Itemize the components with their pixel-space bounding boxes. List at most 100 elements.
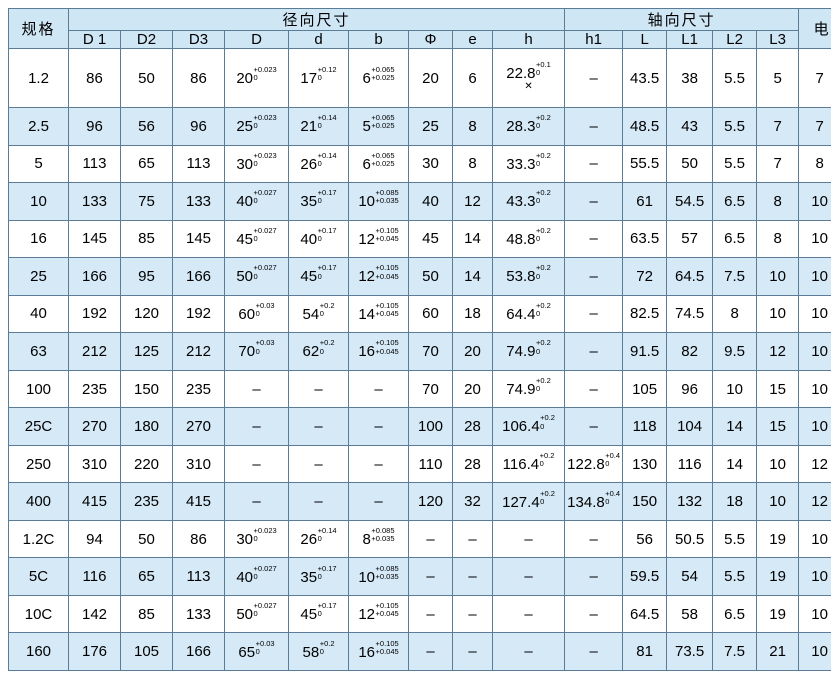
cell-dl: –	[288, 369, 349, 409]
cell-l4: 7	[798, 107, 831, 146]
cell-l2: 14	[712, 407, 758, 446]
cell-dl: –	[288, 444, 349, 484]
table-row: 10 133 75 133 40 +0.027 0 35 +0.17 0 10 +0.085 +0.03…	[8, 182, 831, 221]
cell-l3: 10	[756, 482, 800, 521]
cell-dl: 58 +0.2 0	[288, 632, 349, 671]
cell-h1: –	[564, 47, 624, 109]
cell-dd: 30 +0.023 0	[224, 144, 289, 184]
cell-phi: –	[408, 519, 453, 559]
cell-b: 8 +0.085 +0.035	[348, 519, 409, 559]
cell-d2: 50	[120, 519, 173, 559]
cell-l1: 43	[666, 107, 714, 146]
header-row-groups: 规格 径向尺寸 轴向尺寸 电刷型号	[8, 8, 831, 49]
cell-l: 91.5	[622, 332, 668, 371]
table-row: 16 145 85 145 45 +0.027 0 40 +0.17 0 12 +0.105 +0.04…	[8, 219, 831, 259]
nominal-value: 74.9	[506, 381, 536, 399]
cell-h1: 122.8 +0.4 0	[564, 444, 624, 484]
nominal-value: 22.8	[506, 64, 536, 82]
cell-dl: –	[288, 407, 349, 446]
cell-d1: 192	[68, 294, 121, 334]
cell-b: 10 +0.085 +0.035	[348, 557, 409, 596]
cell-h: –	[491, 557, 566, 596]
cell-l: 130	[622, 444, 668, 484]
cell-h1: –	[564, 594, 624, 634]
cell-d1: 116	[68, 557, 121, 596]
header-col-d2: D2	[120, 30, 173, 49]
cell-dl: 45 +0.17 0	[288, 257, 349, 296]
tolerance: +0.17 0	[317, 563, 337, 581]
cell-spec: 63	[8, 332, 69, 371]
cell-d1: 113	[68, 144, 121, 184]
cell-phi: 45	[408, 219, 453, 259]
cell-spec: 160	[8, 632, 69, 671]
table-row: 5C 116 65 113 40 +0.027 0 35 +0.17 0 10 +0.085 +0.03…	[8, 557, 831, 596]
cell-l3: 19	[756, 594, 800, 634]
cell-l1: 64.5	[666, 257, 714, 296]
tolerance: +0.023 0	[253, 526, 277, 544]
cell-l4: 10	[798, 407, 831, 446]
cell-l4: 10	[798, 257, 831, 296]
header-spec: 规格	[8, 8, 69, 49]
cell-d1: 96	[68, 107, 121, 146]
cell-phi: 110	[408, 444, 453, 484]
cell-d3: 310	[172, 444, 225, 484]
cell-d2: 65	[120, 144, 173, 184]
cell-dl: 21 +0.14 0	[288, 107, 349, 146]
nominal-value: 12	[358, 606, 376, 624]
cell-d3: 166	[172, 257, 225, 296]
table-row: 400 415 235 415– – –120 32 127.4 +0.2 0 134.8 +0.4 0…	[8, 482, 831, 521]
table-header: 规格 径向尺寸 轴向尺寸 电刷型号 D 1 D2 D3 D d b Φ e h …	[8, 8, 831, 49]
cell-l3: 7	[756, 107, 800, 146]
cell-d1: 142	[68, 594, 121, 634]
header-col-phi: Φ	[408, 30, 453, 49]
nominal-value: 12	[358, 230, 376, 248]
cell-h1: –	[564, 219, 624, 259]
cell-l3: 10	[756, 294, 800, 334]
cell-l1: 104	[666, 407, 714, 446]
cell-dd: 30 +0.023 0	[224, 519, 289, 559]
cell-l: 56	[622, 519, 668, 559]
cell-d1: 235	[68, 369, 121, 409]
cell-h1: 134.8 +0.4 0	[564, 482, 624, 521]
table-row: 1.2 86 50 86 20 +0.023 0 17 +0.12 0 6 +0.065 +0.025 2…	[8, 47, 831, 109]
cell-d2: 85	[120, 219, 173, 259]
table-row: 40 192 120 192 60 +0.03 0 54 +0.2 0 14 +0.105 +0.045…	[8, 294, 831, 334]
header-brush-group: 电刷型号	[798, 8, 831, 49]
cell-h1: –	[564, 332, 624, 371]
cell-l4: 10	[798, 294, 831, 334]
cell-l1: 50.5	[666, 519, 714, 559]
table-row: 2.5 96 56 96 25 +0.023 0 21 +0.14 0 5 +0.065 +0.025 2…	[8, 107, 831, 146]
tolerance: +0.2 0	[536, 113, 551, 131]
cell-d3: 113	[172, 557, 225, 596]
tolerance: +0.2 0	[540, 488, 555, 506]
cell-l4: 12	[798, 444, 831, 484]
cell-b: 16 +0.105 +0.045	[348, 332, 409, 371]
cell-l4: 10	[798, 557, 831, 596]
cell-h: 64.4 +0.2 0	[491, 294, 566, 334]
cell-h1: –	[564, 257, 624, 296]
nominal-value: 122.8	[567, 456, 605, 474]
cell-b: 6 +0.065 +0.025	[348, 47, 409, 109]
tolerance: +0.105 +0.045	[375, 638, 399, 656]
cell-l2: 5.5	[712, 557, 758, 596]
cell-l3: 15	[756, 407, 800, 446]
cell-spec: 250	[8, 444, 69, 484]
nominal-value: 14	[358, 306, 376, 324]
cell-h1: –	[564, 144, 624, 184]
tolerance: +0.027 0	[253, 601, 277, 619]
cell-e: 18	[452, 294, 493, 334]
cell-h: 43.3 +0.2 0	[491, 182, 566, 221]
cell-l3: 19	[756, 557, 800, 596]
nominal-value: 35	[300, 568, 318, 586]
tolerance: +0.4 0	[605, 450, 621, 469]
cell-d2: 50	[120, 47, 173, 109]
tolerance: +0.023 0	[253, 65, 277, 83]
cell-d2: 235	[120, 482, 173, 521]
cell-spec: 1.2C	[8, 519, 69, 559]
tolerance: +0.17 0	[317, 225, 337, 243]
cell-l: 59.5	[622, 557, 668, 596]
tolerance: +0.105 +0.045	[375, 263, 399, 281]
tolerance: +0.2 0	[536, 263, 551, 281]
tolerance: +0.2 0	[536, 338, 551, 356]
cell-b: –	[348, 369, 409, 409]
